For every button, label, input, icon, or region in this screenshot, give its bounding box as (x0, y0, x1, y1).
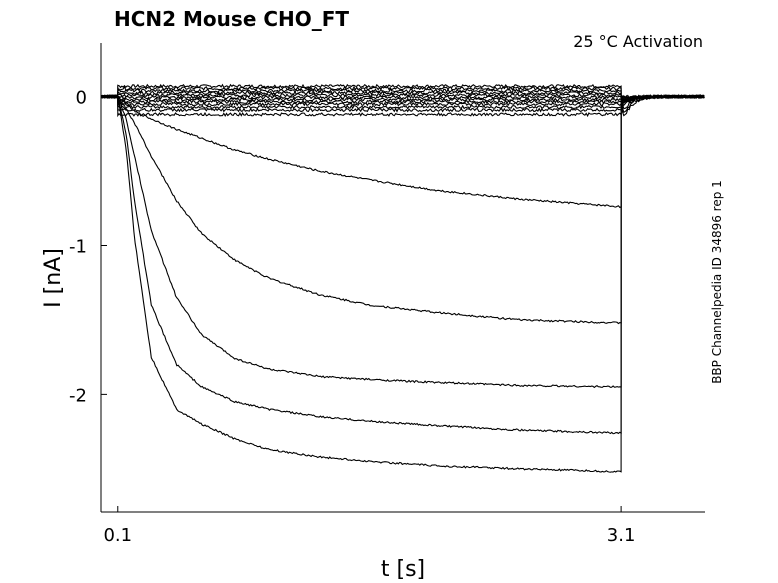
x-tick-label: 3.1 (607, 525, 636, 546)
series-trace-5 (100, 94, 705, 473)
flat-trace (100, 93, 705, 107)
series-trace-2 (100, 94, 705, 325)
x-tick-label: 0.1 (103, 525, 132, 546)
flat-trace (100, 92, 705, 101)
flat-trace (100, 94, 705, 113)
side-label: BBP Channelpedia ID 34896 rep 1 (710, 180, 724, 384)
series-trace-1 (100, 94, 705, 209)
series-trace-4 (100, 94, 705, 435)
chart-title: HCN2 Mouse CHO_FT (114, 7, 349, 31)
series-trace-3 (100, 94, 705, 389)
y-tick-label: -2 (69, 385, 87, 406)
flat-trace (100, 93, 705, 102)
flat-trace (100, 88, 705, 99)
y-tick-label: -1 (69, 236, 87, 257)
flat-trace (100, 85, 705, 100)
y-tick-label: 0 (76, 88, 87, 109)
y-axis-label: I [nA] (41, 248, 66, 308)
flat-trace (100, 94, 705, 118)
x-axis-label: t [s] (381, 557, 425, 582)
flat-trace (100, 94, 705, 103)
flat-trace (100, 94, 705, 110)
annotation: 25 °C Activation (573, 32, 703, 51)
